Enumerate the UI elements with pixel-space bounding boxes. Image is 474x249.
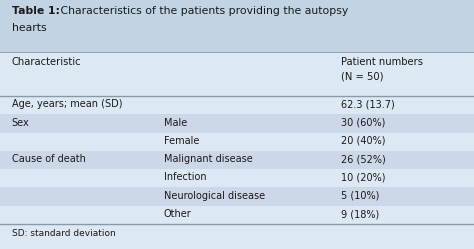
Text: Female: Female	[164, 136, 199, 146]
Text: 26 (52%): 26 (52%)	[341, 154, 386, 164]
Bar	[0, 132, 474, 151]
Text: 9 (18%): 9 (18%)	[341, 209, 380, 219]
Bar	[0, 224, 474, 249]
Text: Patient numbers: Patient numbers	[341, 57, 423, 67]
Text: Male: Male	[164, 118, 187, 127]
Text: Characteristic: Characteristic	[12, 57, 82, 67]
Text: 10 (20%): 10 (20%)	[341, 173, 386, 183]
Text: SD: standard deviation: SD: standard deviation	[12, 229, 116, 238]
Bar	[0, 151, 474, 169]
Bar	[0, 187, 474, 206]
Text: 5 (10%): 5 (10%)	[341, 191, 380, 201]
Bar	[0, 0, 474, 52]
Bar	[0, 169, 474, 187]
Bar	[0, 206, 474, 224]
Text: Characteristics of the patients providing the autopsy: Characteristics of the patients providin…	[50, 6, 348, 16]
Text: hearts: hearts	[12, 23, 46, 33]
Text: Sex: Sex	[12, 118, 29, 127]
Text: Age, years; mean (SD): Age, years; mean (SD)	[12, 99, 122, 109]
Text: 62.3 (13.7): 62.3 (13.7)	[341, 99, 395, 109]
Bar	[0, 96, 474, 114]
Text: 30 (60%): 30 (60%)	[341, 118, 386, 127]
Text: Cause of death: Cause of death	[12, 154, 86, 164]
Text: Neurological disease: Neurological disease	[164, 191, 264, 201]
Text: Malignant disease: Malignant disease	[164, 154, 252, 164]
Text: Table 1:: Table 1:	[12, 6, 60, 16]
Text: Other: Other	[164, 209, 191, 219]
Bar	[0, 52, 474, 96]
Bar	[0, 114, 474, 132]
Text: (N = 50): (N = 50)	[341, 71, 384, 81]
Text: 20 (40%): 20 (40%)	[341, 136, 386, 146]
Text: Infection: Infection	[164, 173, 206, 183]
